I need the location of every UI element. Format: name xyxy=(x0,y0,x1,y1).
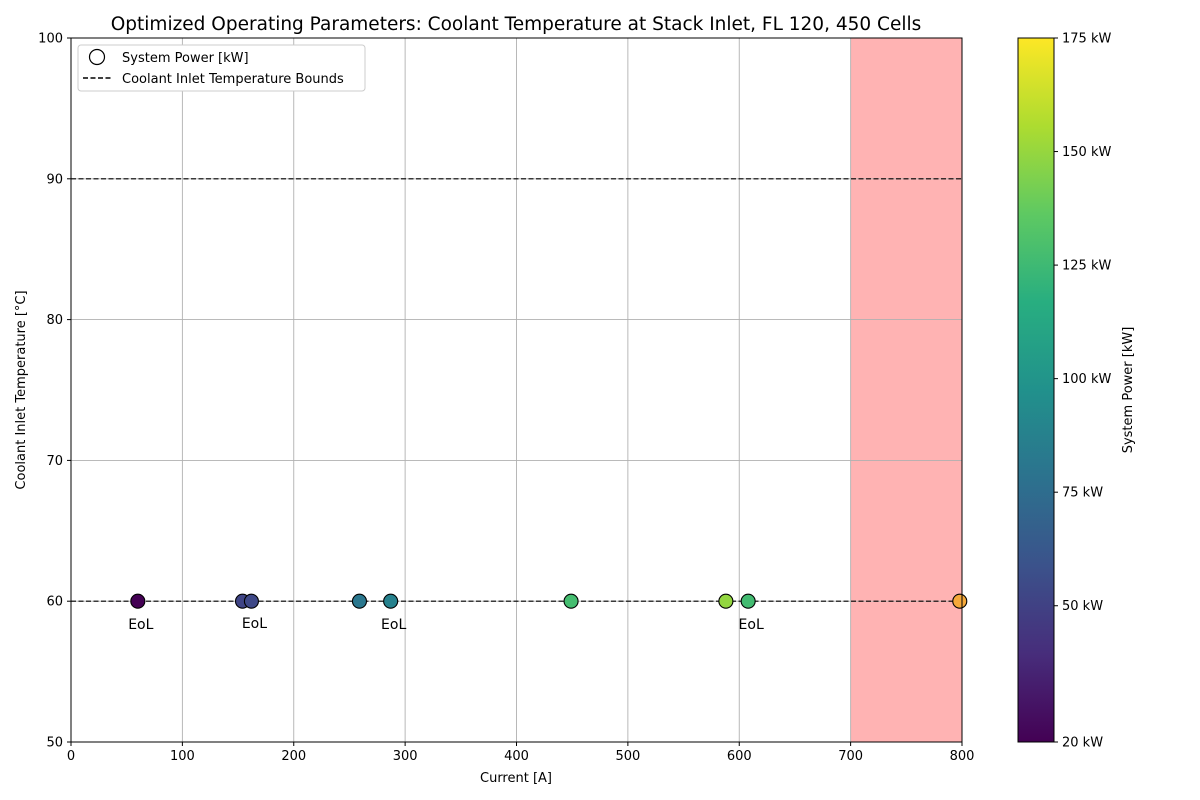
y-tick-label: 70 xyxy=(46,454,63,469)
infeasible-region xyxy=(850,38,962,742)
y-axis-ticks: 50 60 70 80 90 100 xyxy=(38,32,71,751)
chart-title: Optimized Operating Parameters: Coolant … xyxy=(111,14,922,35)
colorbar-tick-label: 125 kW xyxy=(1062,259,1111,274)
x-tick-label: 700 xyxy=(838,749,863,764)
data-point xyxy=(383,593,399,609)
data-point xyxy=(718,593,734,609)
colorbar-ticks: 20 kW 50 kW 75 kW 100 kW 125 kW 150 kW 175 kW xyxy=(1054,32,1111,751)
data-point xyxy=(351,593,368,609)
x-tick-label: 600 xyxy=(727,749,752,764)
x-axis-ticks: 0 100 200 300 400 500 600 700 800 xyxy=(67,742,975,764)
data-point xyxy=(130,593,146,609)
bound-lines xyxy=(71,178,962,602)
eol-annotation: EoL xyxy=(242,616,267,632)
y-tick-label: 80 xyxy=(46,313,63,328)
y-tick-label: 50 xyxy=(46,736,63,751)
data-point xyxy=(740,593,756,609)
plot-area: EoL EoL EoL EoL xyxy=(70,37,968,743)
x-tick-label: 400 xyxy=(504,749,529,764)
point-annotations: EoL EoL EoL EoL xyxy=(128,616,764,633)
colorbar-tick-label: 100 kW xyxy=(1062,372,1111,387)
legend-line-label: Coolant Inlet Temperature Bounds xyxy=(122,72,344,87)
legend-marker-icon xyxy=(88,48,106,66)
y-axis-label: Coolant Inlet Temperature [°C] xyxy=(14,290,29,489)
colorbar-gradient xyxy=(1017,37,1055,743)
grid-lines xyxy=(70,37,963,743)
data-point xyxy=(243,593,259,609)
x-tick-label: 800 xyxy=(950,749,975,764)
x-tick-label: 200 xyxy=(281,749,306,764)
data-point xyxy=(563,593,579,609)
legend: System Power [kW] Coolant Inlet Temperat… xyxy=(77,44,366,92)
colorbar-tick-label: 20 kW xyxy=(1062,736,1103,751)
x-tick-label: 100 xyxy=(170,749,195,764)
eol-annotation: EoL xyxy=(739,617,764,633)
x-tick-label: 500 xyxy=(615,749,640,764)
legend-box xyxy=(77,44,366,92)
y-tick-label: 100 xyxy=(38,32,63,47)
x-tick-label: 0 xyxy=(67,749,75,764)
data-point xyxy=(952,593,968,609)
x-tick-label: 300 xyxy=(393,749,418,764)
eol-annotation: EoL xyxy=(381,617,406,633)
colorbar-tick-label: 50 kW xyxy=(1062,599,1103,614)
data-points xyxy=(130,593,968,609)
colorbar-tick-label: 75 kW xyxy=(1062,486,1103,501)
colorbar-tick-label: 150 kW xyxy=(1062,145,1111,160)
eol-annotation: EoL xyxy=(128,617,153,633)
y-tick-label: 60 xyxy=(46,595,63,610)
x-axis-label: Current [A] xyxy=(480,771,552,786)
colorbar-tick-label: 175 kW xyxy=(1062,32,1111,47)
legend-marker-label: System Power [kW] xyxy=(122,51,249,66)
colorbar-label: System Power [kW] xyxy=(1121,327,1136,454)
y-tick-label: 90 xyxy=(46,172,63,187)
